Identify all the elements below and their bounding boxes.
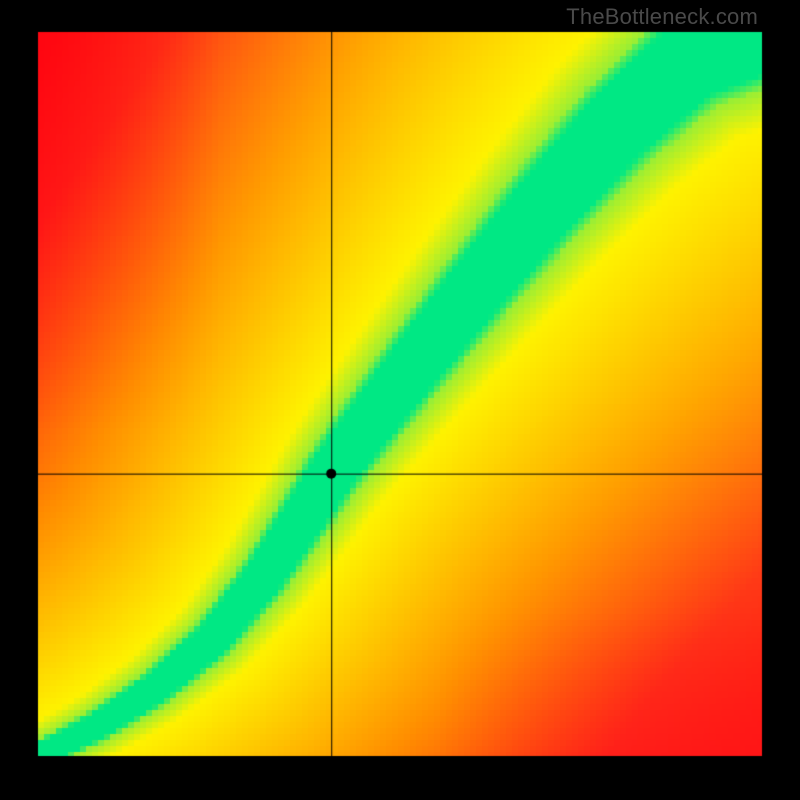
chart-container: TheBottleneck.com [0,0,800,800]
watermark-text: TheBottleneck.com [566,4,758,30]
bottleneck-heatmap [0,0,800,800]
